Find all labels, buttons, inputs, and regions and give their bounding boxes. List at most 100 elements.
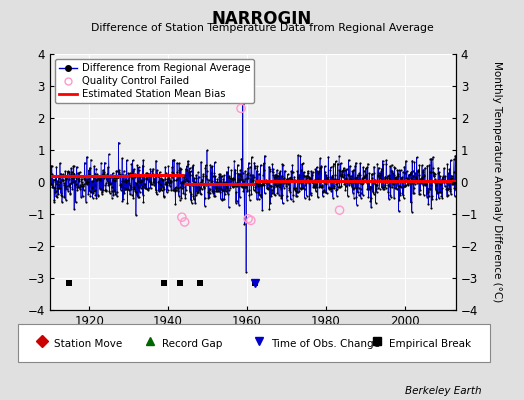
Point bbox=[283, 177, 292, 184]
Point bbox=[406, 171, 414, 178]
Point bbox=[380, 186, 388, 192]
Point bbox=[255, 178, 264, 184]
Point bbox=[209, 173, 217, 180]
Point bbox=[389, 179, 397, 186]
Point bbox=[97, 160, 105, 166]
Point bbox=[248, 171, 257, 178]
Point bbox=[413, 168, 422, 174]
Point bbox=[350, 184, 358, 191]
Text: NARROGIN: NARROGIN bbox=[212, 10, 312, 28]
Point bbox=[193, 188, 201, 195]
Point bbox=[106, 172, 115, 178]
Point bbox=[56, 185, 64, 191]
Point bbox=[150, 180, 159, 186]
Point bbox=[315, 168, 323, 174]
Point bbox=[208, 178, 216, 184]
Point bbox=[50, 196, 59, 203]
Point bbox=[254, 183, 262, 190]
Point bbox=[50, 176, 58, 183]
Point bbox=[86, 156, 95, 163]
Point bbox=[256, 162, 265, 168]
Point bbox=[119, 184, 128, 190]
Point bbox=[391, 174, 400, 180]
Point bbox=[349, 186, 357, 192]
Point bbox=[305, 177, 314, 183]
Point bbox=[136, 177, 145, 183]
Point bbox=[383, 178, 391, 184]
Point bbox=[335, 184, 344, 191]
Point bbox=[155, 178, 163, 184]
Point bbox=[321, 169, 330, 175]
Point bbox=[280, 179, 289, 186]
Point bbox=[56, 179, 64, 185]
Point bbox=[151, 178, 159, 184]
Point bbox=[93, 177, 101, 183]
Point bbox=[123, 172, 131, 179]
Point bbox=[451, 187, 460, 194]
Point bbox=[237, 183, 245, 190]
Point bbox=[355, 170, 364, 176]
Point bbox=[380, 174, 389, 181]
Point bbox=[88, 178, 96, 184]
Point bbox=[289, 192, 298, 198]
Point bbox=[265, 206, 274, 212]
Point bbox=[148, 170, 157, 177]
Point bbox=[397, 175, 406, 182]
Point bbox=[390, 195, 398, 201]
Point bbox=[324, 185, 333, 192]
Point bbox=[291, 186, 299, 193]
Point bbox=[108, 183, 116, 190]
Point bbox=[100, 170, 108, 177]
Point bbox=[431, 176, 439, 182]
Point bbox=[72, 164, 81, 170]
Point bbox=[246, 197, 254, 204]
Point bbox=[438, 195, 446, 202]
Point bbox=[430, 170, 439, 176]
Point bbox=[206, 190, 214, 196]
Point bbox=[189, 162, 198, 168]
Point bbox=[247, 217, 255, 224]
Point bbox=[359, 164, 367, 170]
Point bbox=[205, 186, 213, 193]
Point bbox=[156, 180, 164, 187]
Point bbox=[348, 168, 356, 174]
Point bbox=[383, 161, 391, 168]
Point bbox=[300, 172, 309, 179]
Point bbox=[401, 182, 409, 189]
Point bbox=[218, 197, 226, 204]
Point bbox=[315, 184, 324, 190]
Point bbox=[371, 177, 379, 183]
Point bbox=[199, 171, 208, 178]
Point bbox=[378, 177, 386, 183]
Point bbox=[76, 186, 84, 192]
Point bbox=[309, 184, 318, 190]
Point bbox=[235, 171, 244, 177]
Point bbox=[297, 180, 305, 186]
Point bbox=[120, 178, 128, 184]
Point bbox=[385, 175, 394, 181]
Point bbox=[357, 186, 365, 192]
Point bbox=[111, 177, 119, 184]
Point bbox=[219, 178, 227, 185]
Point bbox=[392, 186, 401, 192]
Point bbox=[299, 172, 307, 178]
Point bbox=[356, 190, 365, 196]
Point bbox=[342, 178, 351, 185]
Point bbox=[422, 180, 430, 187]
Point bbox=[367, 195, 376, 202]
Point bbox=[298, 161, 306, 167]
Point bbox=[152, 157, 160, 164]
Point bbox=[266, 200, 275, 206]
Point bbox=[450, 169, 458, 175]
Point bbox=[210, 159, 219, 166]
Point bbox=[165, 172, 173, 178]
Point bbox=[163, 187, 172, 194]
Point bbox=[205, 193, 213, 200]
Point bbox=[107, 174, 115, 180]
Point bbox=[452, 162, 460, 168]
Text: Difference of Station Temperature Data from Regional Average: Difference of Station Temperature Data f… bbox=[91, 23, 433, 33]
Point bbox=[340, 172, 348, 178]
Point bbox=[282, 179, 290, 186]
Point bbox=[252, 178, 260, 185]
Point bbox=[326, 185, 334, 192]
